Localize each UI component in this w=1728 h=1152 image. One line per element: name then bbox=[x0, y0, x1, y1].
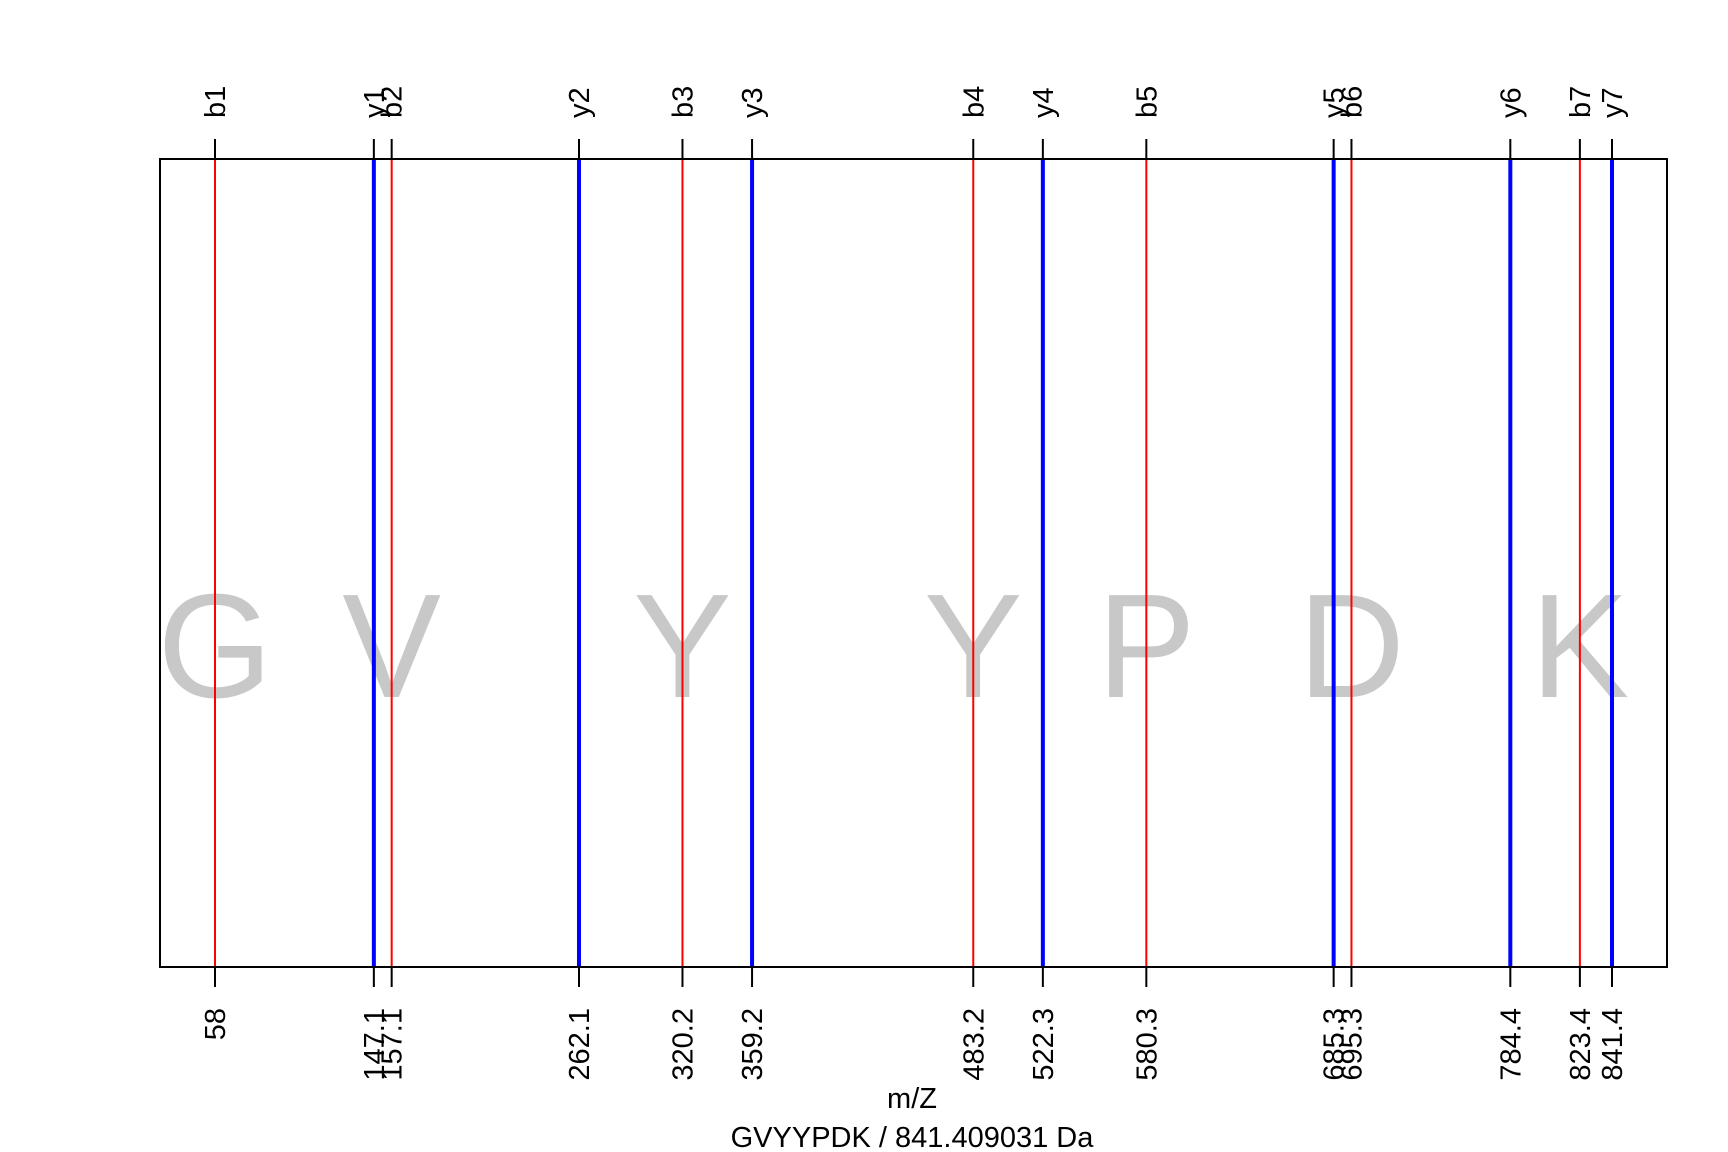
mz-tick-label: 695.3 bbox=[1336, 1008, 1368, 1081]
mz-tick-label: 147.1 bbox=[359, 1008, 391, 1081]
mz-tick-label: 262.1 bbox=[564, 1008, 596, 1081]
mz-tick-label: 483.2 bbox=[958, 1008, 990, 1081]
ion-lines bbox=[214, 159, 1614, 967]
ion-label: y7 bbox=[1597, 87, 1629, 118]
mz-tick-label: 522.3 bbox=[1028, 1008, 1060, 1081]
ion-label: b4 bbox=[958, 86, 990, 118]
ion-label: y5 bbox=[1319, 87, 1351, 118]
mz-tick-label: 784.4 bbox=[1495, 1008, 1527, 1081]
mz-tick-label: 157.1 bbox=[377, 1008, 409, 1081]
mz-tick-label: 320.2 bbox=[667, 1008, 699, 1081]
mz-tick-label: 359.2 bbox=[737, 1008, 769, 1081]
ion-label: b7 bbox=[1565, 86, 1597, 118]
axis-ticks bbox=[214, 139, 1613, 987]
x-axis-label: m/Z bbox=[887, 1083, 937, 1115]
ion-label: b1 bbox=[200, 86, 232, 118]
ion-label: y1 bbox=[359, 87, 391, 118]
ion-label: b5 bbox=[1131, 86, 1163, 118]
mz-tick-label: 580.3 bbox=[1131, 1008, 1163, 1081]
mz-tick-label: 823.4 bbox=[1565, 1008, 1597, 1081]
mz-tick-label: 841.4 bbox=[1597, 1008, 1629, 1081]
plot-frame bbox=[159, 158, 1668, 968]
ion-label: y2 bbox=[564, 87, 596, 118]
ion-label: y3 bbox=[737, 87, 769, 118]
mz-tick-label: 685.3 bbox=[1319, 1008, 1351, 1081]
ion-label: b3 bbox=[667, 86, 699, 118]
ion-label: y4 bbox=[1028, 87, 1060, 118]
ion-label: b2 bbox=[377, 86, 409, 118]
chart-caption: GVYYPDK / 841.409031 Da bbox=[731, 1122, 1095, 1152]
mz-tick-label: 58 bbox=[200, 1008, 232, 1040]
ion-label: b6 bbox=[1336, 86, 1368, 118]
ion-label: y6 bbox=[1495, 87, 1527, 118]
